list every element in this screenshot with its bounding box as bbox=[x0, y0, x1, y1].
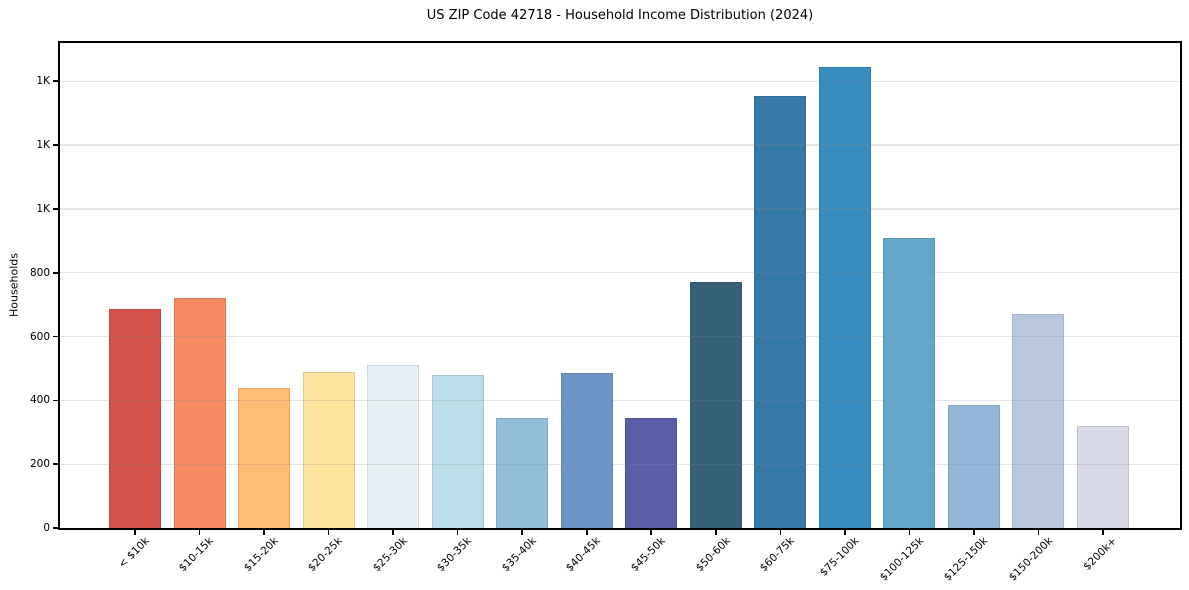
chart-title: US ZIP Code 42718 - Household Income Dis… bbox=[426, 8, 814, 23]
x-tick-mark bbox=[973, 530, 975, 535]
bar-10-15k bbox=[173, 298, 226, 528]
x-tick-mark bbox=[198, 530, 201, 535]
bar-15-20k bbox=[238, 387, 291, 528]
x-tick-label: $15-20k bbox=[241, 535, 281, 575]
bar-150-200k bbox=[1012, 314, 1065, 528]
y-tick-mark bbox=[53, 399, 58, 402]
x-tick-mark bbox=[456, 530, 459, 535]
gridline-1200 bbox=[60, 144, 1180, 146]
gridline-800 bbox=[60, 272, 1180, 274]
x-tick-label: $10-15k bbox=[176, 535, 217, 575]
bar-125-150k bbox=[947, 405, 1000, 528]
x-tick-label: $75-100k bbox=[817, 535, 862, 579]
y-tick-mark bbox=[53, 271, 58, 274]
gridline-1000 bbox=[60, 208, 1180, 210]
y-tick-label: 1K bbox=[36, 75, 50, 88]
y-tick-mark bbox=[53, 527, 58, 529]
x-tick-label: < $10k bbox=[115, 535, 152, 571]
x-tick-mark bbox=[650, 530, 653, 535]
x-tick-label: $60-75k bbox=[757, 535, 797, 575]
y-tick-label: 200 bbox=[29, 458, 50, 471]
x-tick-mark bbox=[263, 530, 265, 535]
x-tick-label: $150-200k bbox=[1006, 535, 1055, 584]
bar-60-75k bbox=[754, 95, 807, 528]
y-axis-label: Households bbox=[7, 253, 21, 317]
bar-200k bbox=[1076, 425, 1129, 528]
bar-100-125k bbox=[883, 237, 936, 528]
bar-20-25k bbox=[302, 371, 355, 528]
x-tick-label: $20-25k bbox=[306, 535, 346, 575]
bar-25-30k bbox=[367, 365, 420, 528]
y-tick-mark bbox=[53, 80, 58, 83]
y-tick-mark bbox=[53, 463, 58, 465]
x-tick-mark bbox=[134, 530, 136, 535]
x-tick-mark bbox=[908, 530, 911, 535]
x-tick-label: $30-35k bbox=[435, 535, 475, 575]
bar-30-35k bbox=[431, 374, 484, 528]
x-tick-label: $25-30k bbox=[370, 535, 410, 575]
gridline-1400 bbox=[60, 80, 1180, 82]
x-tick-label: $50-60k bbox=[693, 535, 733, 575]
x-tick-mark bbox=[1102, 530, 1104, 535]
y-tick-label: 1K bbox=[36, 139, 50, 152]
bar-10k bbox=[109, 309, 161, 528]
y-tick-mark bbox=[53, 208, 58, 210]
x-tick-mark bbox=[392, 530, 394, 535]
y-tick-label: 1K bbox=[36, 202, 50, 215]
bar-40-45k bbox=[560, 373, 613, 528]
x-tick-label: $100-125k bbox=[877, 535, 926, 584]
x-tick-label: $125-150k bbox=[941, 535, 991, 584]
x-tick-mark bbox=[1037, 530, 1040, 535]
x-tick-label: $40-45k bbox=[564, 535, 604, 575]
x-tick-mark bbox=[714, 530, 717, 535]
x-tick-mark bbox=[521, 530, 523, 535]
bar-45-50k bbox=[625, 417, 678, 528]
x-tick-label: $200k+ bbox=[1081, 535, 1120, 573]
x-tick-mark bbox=[844, 530, 846, 535]
y-tick-label: 800 bbox=[29, 266, 50, 279]
bar-75-100k bbox=[818, 66, 871, 528]
x-tick-mark bbox=[327, 530, 330, 535]
y-tick-mark bbox=[53, 335, 58, 338]
x-tick-mark bbox=[585, 530, 588, 535]
y-tick-label: 600 bbox=[29, 330, 50, 343]
bar-35-40k bbox=[496, 417, 549, 528]
x-tick-label: $45-50k bbox=[628, 535, 668, 575]
bar-50-60k bbox=[689, 282, 742, 528]
y-tick-label: 400 bbox=[29, 394, 50, 407]
plot-area bbox=[58, 41, 1182, 530]
y-tick-mark bbox=[53, 144, 58, 146]
x-tick-label: $35-40k bbox=[499, 535, 539, 575]
y-tick-label: 0 bbox=[43, 522, 50, 534]
x-tick-mark bbox=[779, 530, 782, 535]
